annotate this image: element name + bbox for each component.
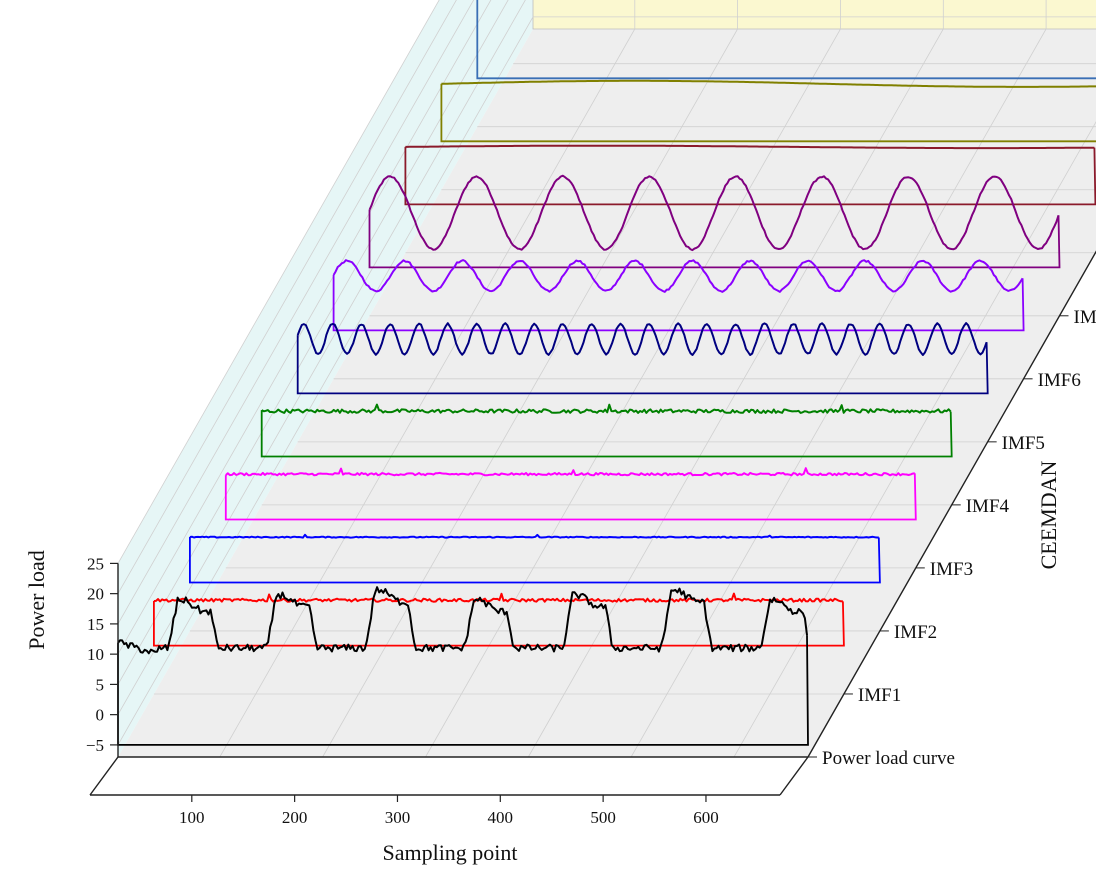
- series-line: [225, 467, 915, 477]
- series-line: [117, 586, 808, 655]
- x-gridline: [322, 0, 738, 758]
- series-baseline: [296, 335, 989, 395]
- series-line: [332, 259, 1024, 293]
- series-imf5: [296, 322, 989, 395]
- depth-label-imf3: IMF3: [930, 559, 973, 580]
- depth-label-power-load-curve: Power load curve: [822, 748, 955, 769]
- x-tick-label: 600: [693, 808, 719, 827]
- series-line: [261, 403, 952, 414]
- series-baseline: [188, 537, 881, 584]
- y-gridline: [117, 16, 1096, 746]
- y-gridline: [117, 0, 440, 564]
- depth-label-imf7: IMF7: [1074, 307, 1096, 328]
- depth-label-imf5: IMF5: [1002, 433, 1045, 454]
- chart-series: [117, 0, 1096, 746]
- y-tick-label: 20: [87, 585, 104, 604]
- axis-corner-edge: [89, 756, 119, 796]
- series-baseline: [440, 83, 1096, 143]
- series-line: [441, 79, 1096, 88]
- x-tick-label: 300: [385, 808, 411, 827]
- series-imf4: [260, 403, 953, 458]
- series-baseline: [332, 275, 1025, 332]
- x-gridline: [527, 0, 944, 758]
- y-axis-ticks: −5 0 5 10 15 20 25: [86, 554, 118, 755]
- axis-frame-front: [117, 250, 1096, 758]
- depth-label-imf6: IMF6: [1038, 370, 1081, 391]
- x-gridline: [733, 121, 1096, 758]
- series-imf1: [152, 592, 845, 647]
- y-tick-label: 0: [96, 706, 105, 725]
- y-tick-label: 10: [87, 645, 104, 664]
- x-gridline: [219, 0, 636, 758]
- x-tick-label: 400: [488, 808, 514, 827]
- depth-label-imf1: IMF1: [858, 685, 901, 706]
- series-imf6: [332, 259, 1025, 332]
- y-gridline: [117, 0, 492, 655]
- y-axis-title: Power load: [24, 550, 49, 650]
- y-gridline: [117, 0, 475, 625]
- chart-frame: [89, 250, 1096, 796]
- series-baseline: [368, 209, 1061, 269]
- x-axis-title: Sampling point: [382, 840, 517, 865]
- series-imf2: [188, 533, 881, 584]
- y-gridline: [117, 0, 526, 715]
- series-r: [476, 0, 1096, 80]
- series-line: [189, 533, 879, 539]
- y-gridline: [117, 0, 457, 594]
- x-tick-label: 100: [179, 808, 205, 827]
- y-tick-label: 5: [96, 675, 105, 694]
- x-gridline: [630, 0, 1047, 758]
- x-tick-label: 500: [590, 808, 616, 827]
- series-line: [296, 322, 988, 356]
- y-gridline: [117, 0, 509, 685]
- left-wall-plane: [118, 0, 533, 757]
- x-axis-ticks: 100 200 300 400 500 600: [90, 756, 809, 827]
- series-line: [405, 144, 1095, 150]
- series-baseline: [224, 473, 917, 521]
- depth-label-imf4: IMF4: [966, 496, 1010, 517]
- series-line: [153, 592, 843, 603]
- x-gridline: [425, 0, 841, 758]
- z-axis-title: CEEMDAN: [1036, 461, 1061, 570]
- y-tick-label: 25: [87, 554, 104, 573]
- series-line: [368, 174, 1060, 252]
- y-tick-label: 15: [87, 615, 104, 634]
- chart-gridlines: [117, 0, 1096, 758]
- y-tick-label: −5: [86, 736, 104, 755]
- depth-label-imf2: IMF2: [894, 622, 937, 643]
- series-depth-labels: Power load curve IMF1 IMF2 IMF3 IMF4 IMF5 IMF6…: [808, 252, 1096, 769]
- x-axis-corner: [779, 756, 809, 796]
- series-baseline: [404, 146, 1096, 206]
- series-imf3: [224, 467, 917, 521]
- series-baseline: [152, 601, 845, 647]
- x-tick-label: 200: [282, 808, 308, 827]
- series-imf7: [368, 174, 1061, 269]
- series-baseline: [476, 0, 1096, 80]
- series-baseline: [260, 410, 953, 458]
- series-imf8: [404, 144, 1096, 206]
- series-imf9: [440, 79, 1096, 143]
- back-wall-plane: [532, 0, 1096, 30]
